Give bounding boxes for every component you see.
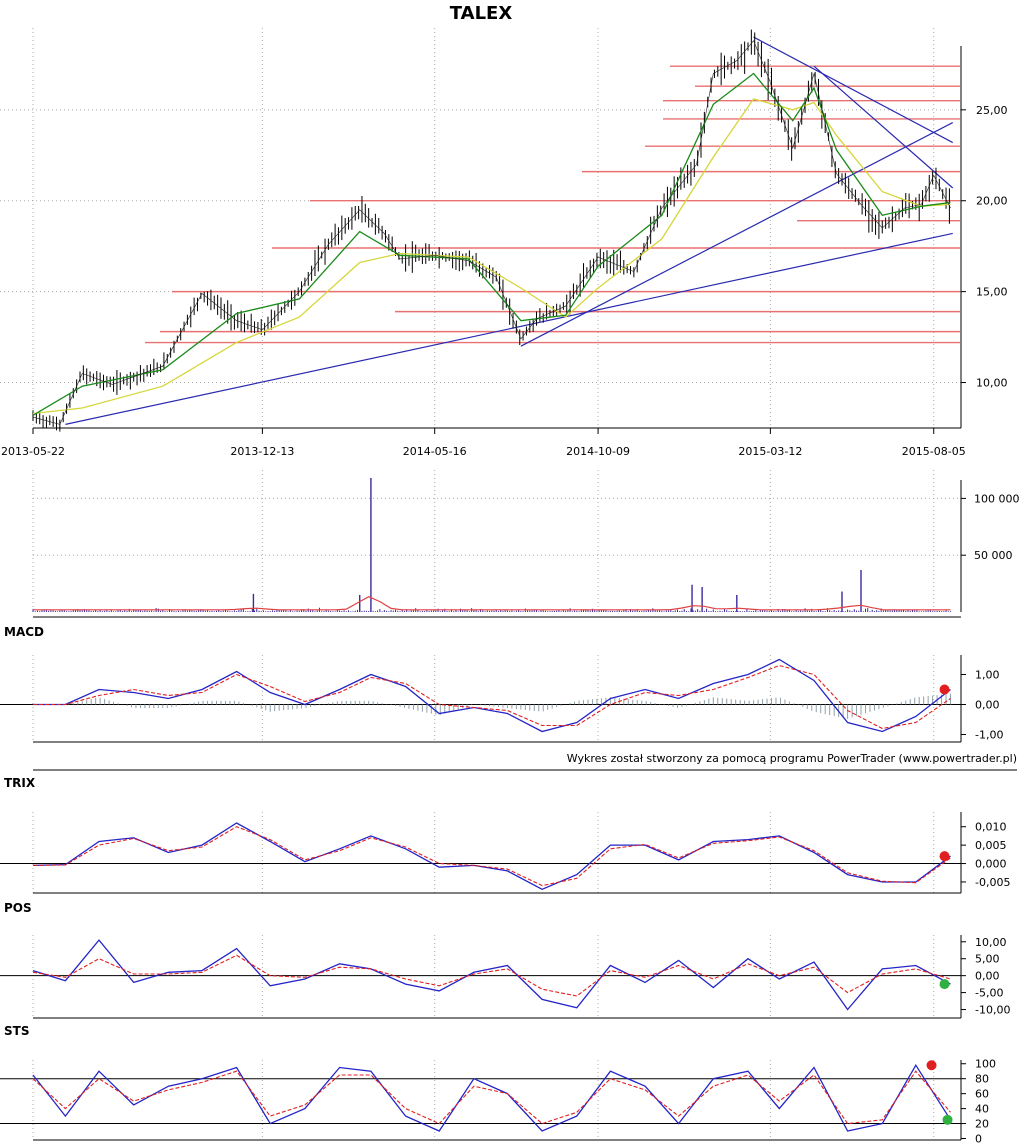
y-tick-label: 80: [975, 1073, 989, 1086]
chart-title: TALEX: [450, 3, 513, 24]
trend-line: [65, 232, 953, 425]
x-tick-label: 2014-10-09: [566, 445, 630, 458]
volume-average-line: [33, 596, 951, 611]
end-marker-green: [942, 1114, 953, 1125]
y-tick-label: 0,005: [975, 839, 1007, 852]
panel-title: POS: [4, 901, 32, 915]
y-tick-label: 0,000: [975, 858, 1007, 871]
x-tick-label: 2013-05-22: [1, 445, 65, 458]
y-tick-label: 60: [975, 1088, 989, 1101]
trend-line: [813, 65, 954, 189]
y-tick-label: 5,00: [975, 953, 1000, 966]
indicator-signal-line: [33, 664, 951, 730]
y-tick-label: 0,00: [975, 699, 1000, 712]
y-tick-label: 25,00: [976, 104, 1008, 117]
x-tick-label: 2014-05-16: [403, 445, 467, 458]
indicator-signal-line: [32, 1070, 951, 1125]
x-tick-label: 2015-03-12: [738, 445, 802, 458]
end-marker-green: [939, 979, 950, 990]
indicator-main-line: [32, 822, 951, 891]
footer-note: Wykres został stworzony za pomocą progra…: [567, 752, 1017, 765]
average-short-line: [32, 72, 951, 416]
y-tick-label: 40: [975, 1103, 989, 1116]
x-tick-label: 2015-08-05: [902, 445, 966, 458]
end-marker-red: [939, 684, 950, 695]
close-line: [32, 40, 951, 425]
y-tick-label: 10,00: [975, 936, 1007, 949]
indicator-signal-line: [32, 826, 951, 887]
end-marker-red: [939, 851, 950, 862]
y-tick-label: 1,00: [975, 669, 1000, 682]
y-tick-label: 15,00: [976, 286, 1008, 299]
y-tick-label: 0,010: [975, 821, 1007, 834]
y-tick-label: 100: [975, 1058, 996, 1071]
y-tick-label: 20,00: [976, 195, 1008, 208]
y-tick-label: 0,00: [975, 970, 1000, 983]
y-tick-label: -0,005: [975, 876, 1010, 889]
y-tick-label: -1,00: [975, 729, 1003, 742]
trend-line: [520, 122, 954, 347]
indicator-main-line: [33, 658, 951, 733]
y-tick-label: -5,00: [975, 987, 1003, 1000]
indicator-main-line: [32, 939, 951, 1011]
trend-line: [753, 36, 954, 144]
indicator-main-line: [32, 1063, 952, 1132]
y-tick-label: 10,00: [976, 377, 1008, 390]
y-tick-label: 20: [975, 1118, 989, 1131]
average-long-line: [32, 98, 951, 415]
panel-title: STS: [4, 1024, 29, 1038]
end-marker-red: [926, 1060, 937, 1071]
y-tick-label: 100 000: [974, 492, 1020, 505]
y-tick-label: -10,00: [975, 1004, 1010, 1017]
indicator-signal-line: [32, 954, 951, 997]
panel-title: MACD: [4, 625, 44, 639]
y-tick-label: 50 000: [974, 549, 1013, 562]
x-tick-label: 2013-12-13: [230, 445, 294, 458]
y-tick-label: 0: [975, 1133, 982, 1144]
panel-title: TRIX: [4, 776, 36, 790]
